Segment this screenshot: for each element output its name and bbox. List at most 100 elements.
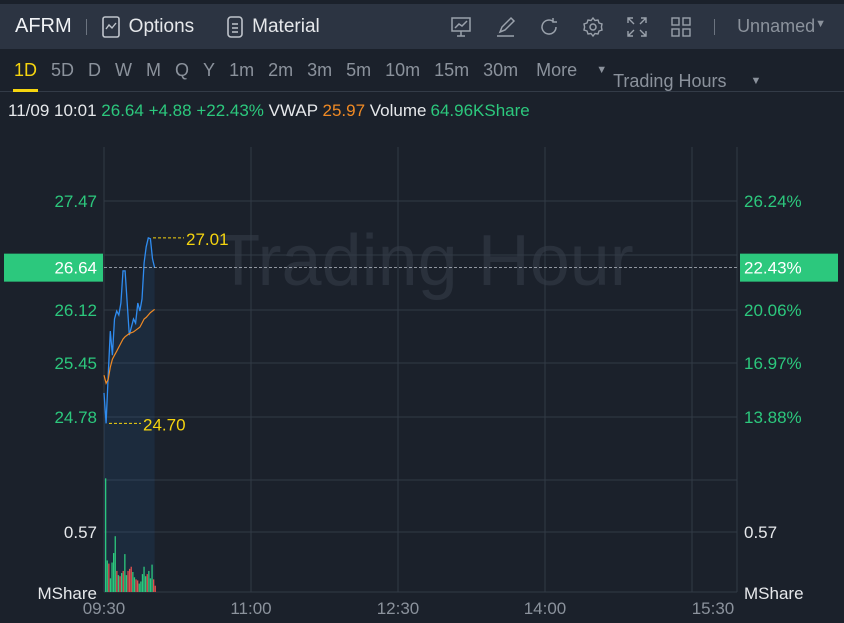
volume-bar [141,574,144,592]
quote-info: 11/09 10:01 26.64 +4.88 +22.43% VWAP 25.… [8,101,530,121]
current-pct-label: 22.43% [744,259,802,278]
period-2m[interactable]: 2m [268,60,294,80]
volume-bar [119,576,121,592]
volume-bar [148,570,150,592]
material-button[interactable]: Material [226,16,320,38]
quote-datetime: 11/09 10:01 [8,101,97,120]
caret-down-icon: ▼ [750,75,762,87]
symbol-title: AFRM [15,15,72,37]
time-tick-label: 15:30 [692,599,735,618]
document-icon [227,15,243,38]
quote-change-pct: +22.43% [196,101,264,120]
pct-tick-label: 13.88% [744,408,802,427]
period-3m[interactable]: 3m [307,60,333,80]
volume-bar [108,563,110,592]
price-tick-label: 26.12 [54,301,97,320]
period-1m[interactable]: 1m [229,60,255,80]
time-tick-label: 11:00 [230,599,271,618]
quote-change: +4.88 [148,101,192,120]
volume-bar [132,572,134,592]
volume-bar [146,574,148,592]
volume-bar [113,553,115,592]
price-line [103,237,156,424]
material-label: Material [252,15,320,37]
divider [714,18,716,35]
volume-bar [122,570,124,592]
volume-bar [137,580,139,592]
time-tick-label: 14:00 [524,599,567,618]
session-select[interactable]: Trading Hours ▼ [599,71,761,92]
options-label: Options [128,15,195,37]
fullscreen-icon[interactable] [626,16,648,38]
time-tick-label: 12:30 [377,599,420,618]
vwap-label: VWAP [268,101,318,120]
current-price-tag [4,253,103,282]
period-1d[interactable]: 1D [12,60,39,92]
volume-bar [129,568,131,592]
period-y[interactable]: Y [203,60,216,80]
volume-bar [149,578,152,592]
options-button[interactable]: Options [101,16,194,38]
low-label: 24.70 [143,415,186,434]
caret-down-icon: ▼ [596,64,608,76]
price-area [104,237,155,592]
period-more[interactable]: More ▼ [522,60,607,81]
volume-bar [145,576,147,592]
period-w[interactable]: W [115,60,133,80]
volume-tick-label: 0.57 [64,523,97,542]
period-5m[interactable]: 5m [346,60,372,80]
volume-bar [116,570,118,592]
period-m[interactable]: M [146,60,162,80]
current-pct-tag [740,253,838,282]
volume-bar [143,566,145,592]
settings-gear-icon[interactable] [582,16,604,38]
volume-bar [151,564,153,592]
pct-tick-label: 20.06% [744,301,802,320]
volume-bar [105,478,107,592]
volume-bar [111,562,113,592]
top-toolbar: AFRM Options Material Unnamed▼ [0,4,844,49]
volume-bar [153,579,155,592]
draw-pencil-icon[interactable] [494,16,516,38]
layout-name: Unnamed [737,16,816,36]
volume-bar [125,575,128,592]
volume-value: 64.96KShare [430,101,530,120]
watermark: Trading Hour [216,221,634,301]
volume-bar [121,573,123,592]
caret-down-icon: ▼ [815,18,826,30]
period-q[interactable]: Q [175,60,190,80]
pct-tick-label: 16.97% [744,354,802,373]
refresh-icon[interactable] [538,16,560,38]
volume-bar [138,583,140,592]
divider [85,18,87,35]
volume-bar [124,554,126,592]
chart-presentation-icon[interactable] [450,16,472,38]
price-tick-label: 25.45 [54,354,97,373]
layout-select[interactable]: Unnamed▼ [737,16,826,37]
volume-bar [135,579,137,592]
volume-bar [130,566,132,592]
period-5d[interactable]: 5D [51,60,75,80]
price-tick-label: 24.78 [54,408,97,427]
vwap-line [103,308,155,385]
period-30m[interactable]: 30m [483,60,519,80]
volume-unit-label-right: MShare [744,584,804,603]
session-label: Trading Hours [613,71,727,91]
period-bar: 1D 5D D W M Q Y 1m 2m 3m 5m 10m 15m 30m … [0,50,844,92]
volume-bar [117,575,120,592]
volume-bar [109,578,112,592]
volume-bar [114,536,116,592]
price-tick-label: 27.47 [54,192,97,211]
time-tick-label: 09:30 [83,599,126,618]
period-d[interactable]: D [88,60,102,80]
period-15m[interactable]: 15m [434,60,470,80]
quote-price: 26.64 [101,101,144,120]
volume-bar [133,577,136,592]
volume-unit-label: MShare [37,584,97,603]
period-10m[interactable]: 10m [385,60,421,80]
volume-tick-label-right: 0.57 [744,523,777,542]
volume-bar [106,560,108,592]
layout-grid-icon[interactable] [670,16,692,38]
vwap-value: 25.97 [322,101,366,120]
